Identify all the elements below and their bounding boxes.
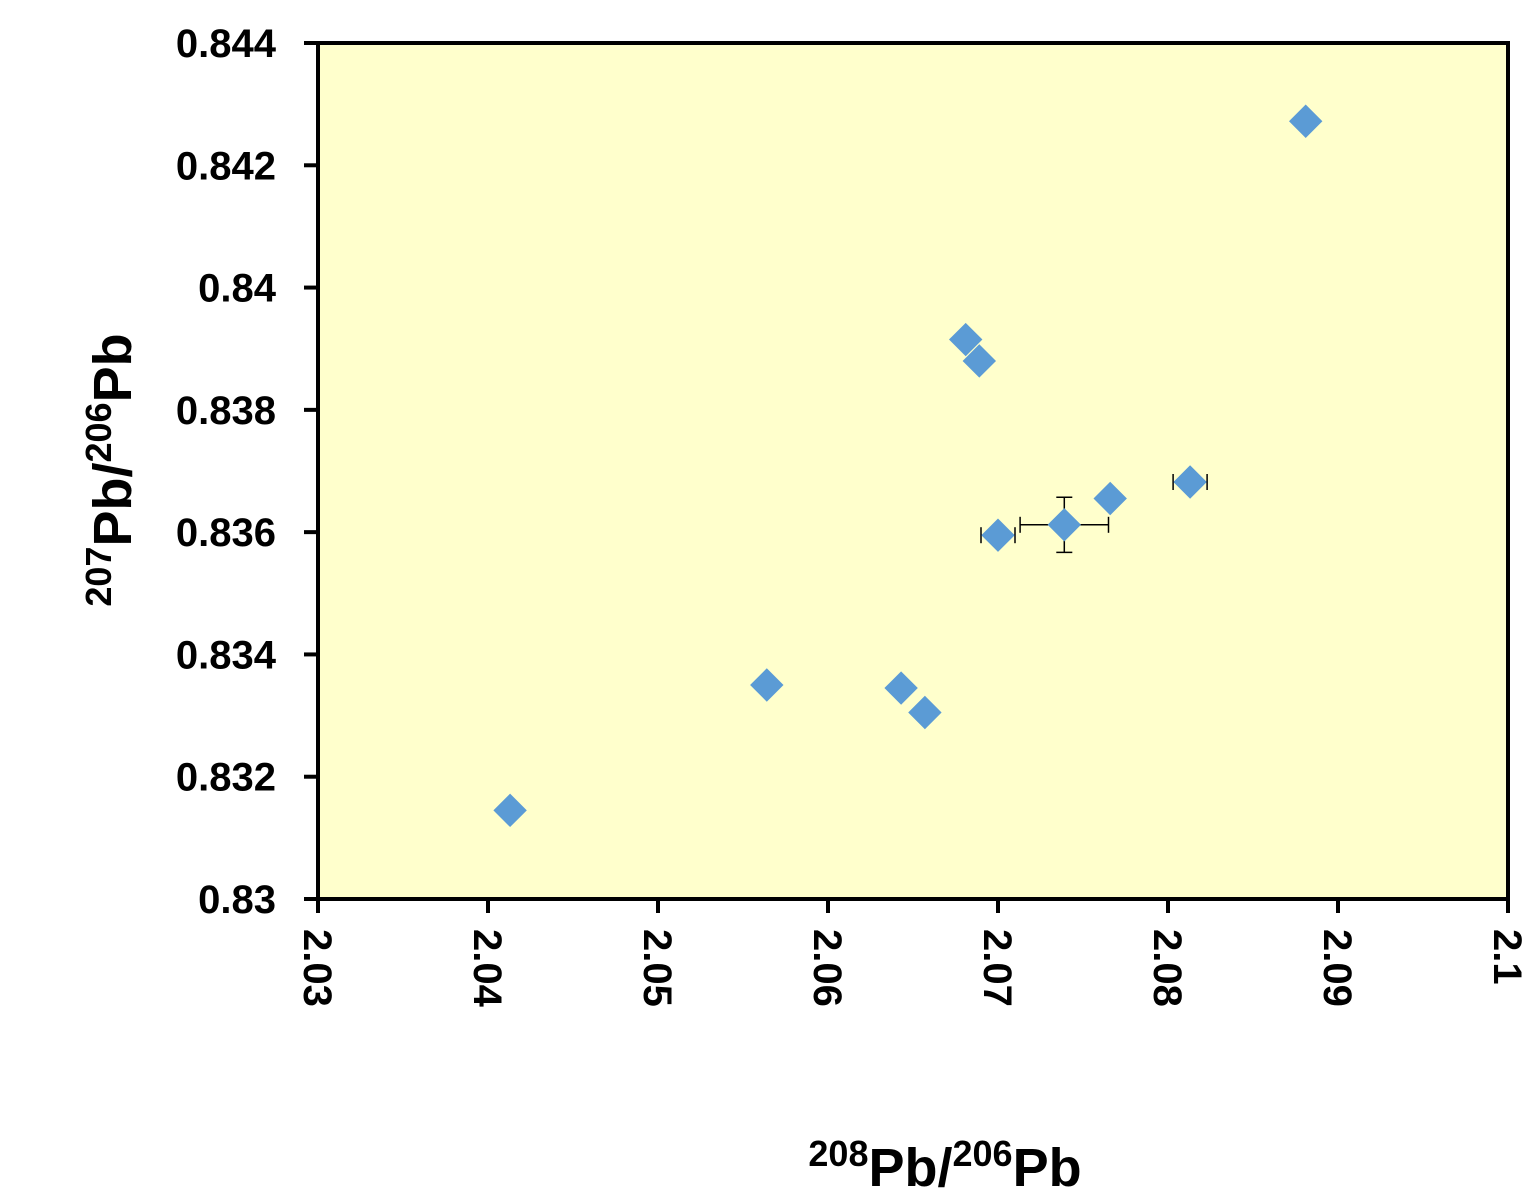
x-axis-title-sup1: 208 <box>808 1133 868 1174</box>
y-axis-title-sup2: 206 <box>78 402 119 462</box>
data-point <box>908 695 942 730</box>
y-axis-tick-labels: 0.83 0.832 0.834 0.836 0.838 0.84 0.842 0.844 <box>176 22 277 922</box>
y-tick-label: 0.836 <box>176 511 276 555</box>
data-point <box>948 322 983 357</box>
y-axis-title-main2: Pb <box>83 333 143 402</box>
x-axis-title-main1: Pb/ <box>868 1138 952 1198</box>
y-axis-ticks <box>304 41 318 901</box>
y-tick-label: 0.842 <box>176 144 276 188</box>
y-tick-label: 0.844 <box>176 22 277 66</box>
x-axis-ticks <box>316 899 1510 913</box>
plot-area <box>316 41 1510 901</box>
x-tick-label: 2.06 <box>805 929 849 1007</box>
data-point <box>1093 481 1127 516</box>
data-point <box>1047 508 1082 542</box>
x-axis-title-main2: Pb <box>1013 1138 1082 1198</box>
x-tick-label: 2.1 <box>1485 929 1529 985</box>
y-axis-title-sup1: 207 <box>78 547 119 607</box>
data-point <box>884 671 918 705</box>
x-tick-label: 2.08 <box>1145 929 1189 1007</box>
y-tick-label: 0.83 <box>198 878 276 922</box>
x-tick-label: 2.07 <box>975 929 1019 1007</box>
data-point <box>981 518 1015 552</box>
data-point <box>962 344 997 378</box>
x-axis-tick-labels: 2.03 2.04 2.05 2.06 2.07 2.08 2.09 2.1 <box>295 929 1529 1008</box>
x-tick-label: 2.05 <box>635 929 679 1007</box>
data-point <box>750 668 784 702</box>
x-tick-label: 2.09 <box>1315 929 1359 1007</box>
x-tick-label: 2.03 <box>295 929 339 1007</box>
y-tick-label: 0.834 <box>176 633 277 677</box>
data-point <box>1288 104 1323 138</box>
y-tick-label: 0.832 <box>176 756 276 800</box>
y-axis-title: 207Pb/206Pb <box>78 333 143 606</box>
x-tick-label: 2.04 <box>465 929 509 1008</box>
y-axis-title-main1: Pb/ <box>83 463 143 547</box>
y-tick-label: 0.838 <box>176 389 276 433</box>
data-point <box>1173 465 1207 499</box>
x-axis-title-sup2: 206 <box>953 1133 1013 1174</box>
y-tick-label: 0.84 <box>198 267 277 311</box>
data-point <box>493 793 527 828</box>
x-axis-title: 208Pb/206Pb <box>808 1133 1081 1198</box>
data-points <box>493 104 1323 828</box>
